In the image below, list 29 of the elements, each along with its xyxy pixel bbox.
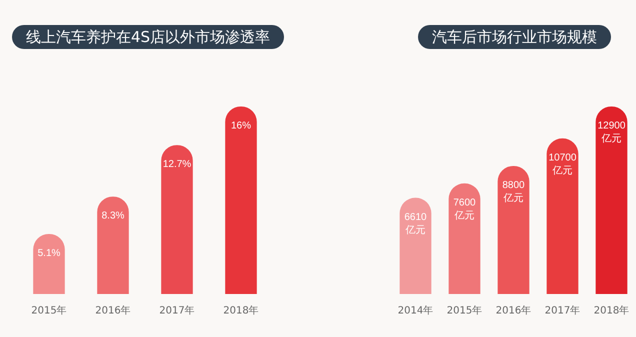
x-tick-label: 2015年	[446, 304, 482, 317]
data-label: 7600 亿元	[453, 197, 476, 222]
x-tick-label: 2016年	[95, 304, 131, 317]
data-label: 8.3%	[102, 210, 125, 222]
bar	[161, 145, 193, 294]
x-tick-label: 2014年	[398, 304, 434, 317]
x-tick-label: 2015年	[31, 304, 67, 317]
chart-title: 汽车后市场行业市场规模	[418, 25, 611, 49]
bar	[400, 198, 432, 294]
data-label: 5.1%	[38, 248, 61, 260]
bar	[33, 234, 65, 294]
data-label: 8800 亿元	[502, 180, 526, 204]
data-label: 10700 亿元	[548, 152, 577, 176]
x-tick-label: 2018年	[223, 304, 259, 317]
bar	[596, 106, 628, 294]
data-label: 12900 亿元	[598, 120, 626, 145]
bar	[225, 106, 257, 294]
bar	[448, 183, 480, 294]
bar	[546, 138, 578, 294]
x-tick-label: 2017年	[544, 304, 580, 317]
bar	[498, 166, 530, 294]
data-label: 16%	[230, 120, 252, 132]
data-label: 12.7%	[162, 159, 192, 170]
x-tick-label: 2018年	[594, 304, 630, 317]
data-label: 6610 亿元	[404, 212, 428, 236]
x-tick-label: 2017年	[159, 304, 195, 317]
bar	[97, 196, 129, 294]
x-tick-label: 2016年	[496, 304, 532, 317]
chart-title: 线上汽车养护在4S店以外市场渗透率	[12, 25, 284, 49]
